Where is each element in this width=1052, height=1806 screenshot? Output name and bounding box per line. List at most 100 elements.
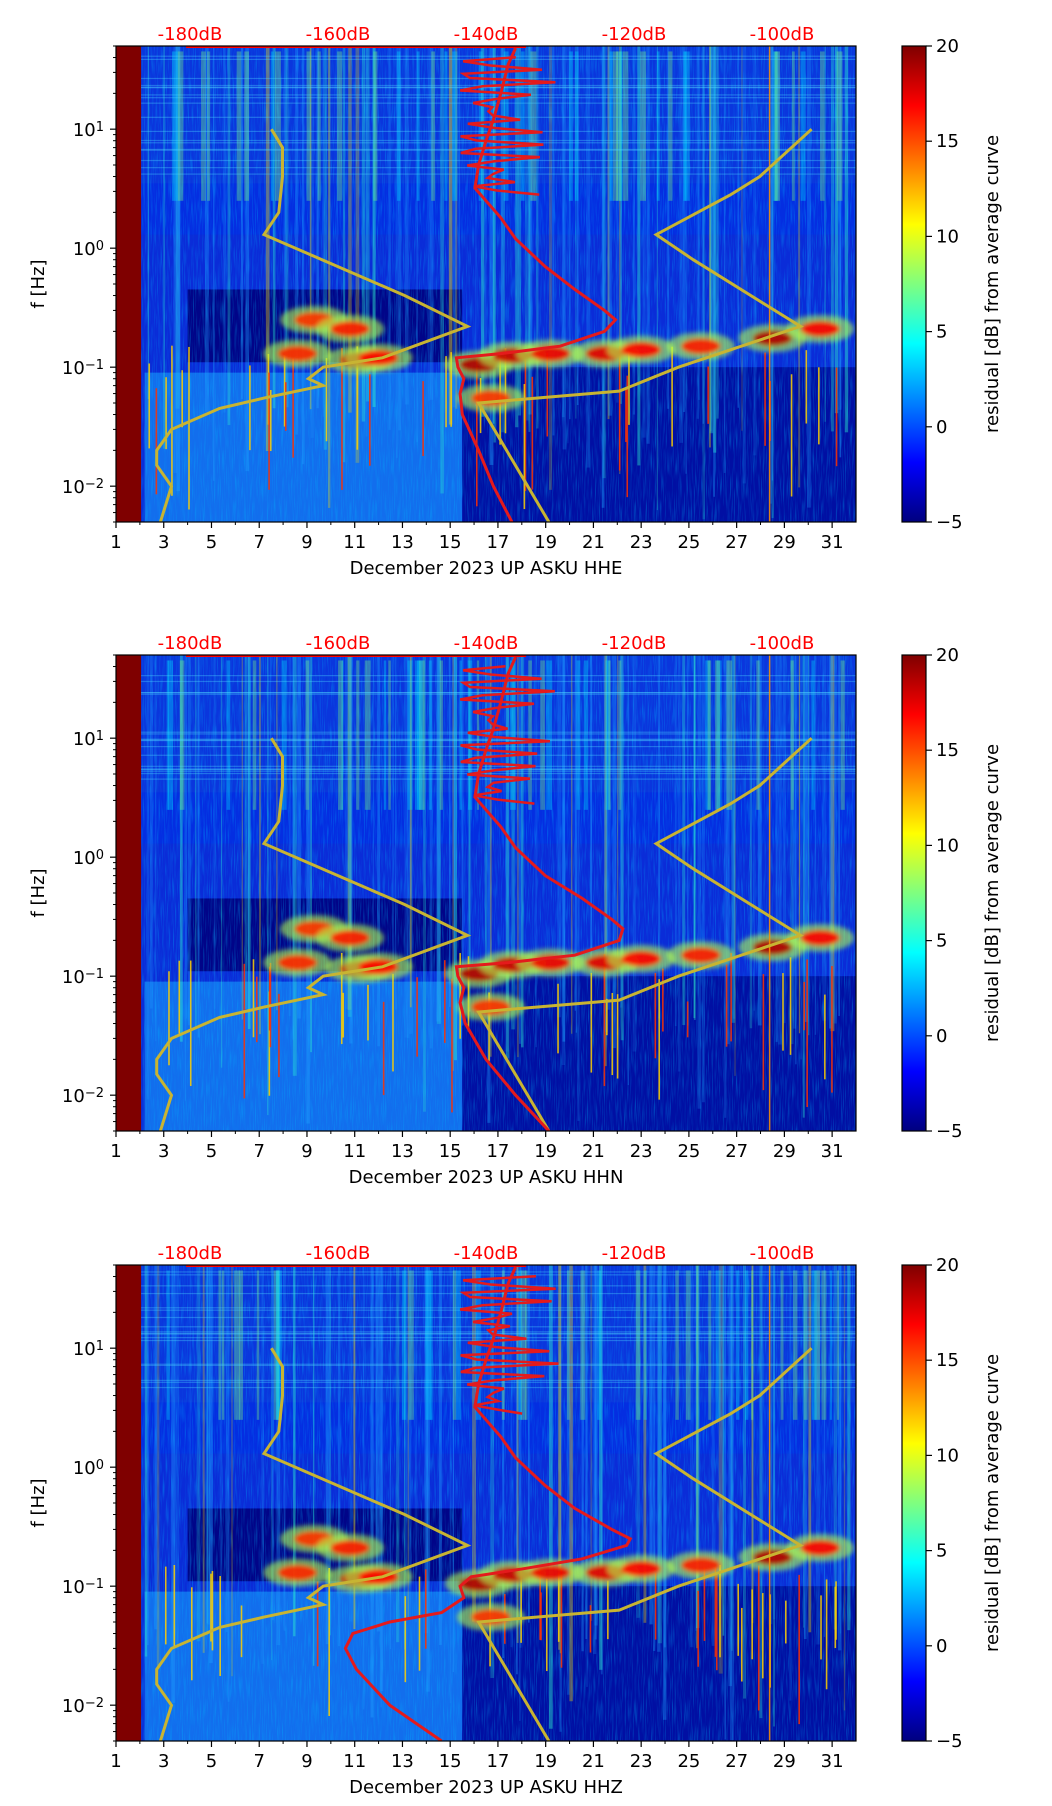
event-stripe — [295, 46, 299, 435]
event-stripe — [292, 655, 297, 1076]
event-stripe — [834, 46, 839, 414]
event-stripe — [240, 46, 243, 400]
transient-spike — [782, 973, 784, 1051]
hf-stripe — [444, 51, 448, 201]
x-axis-label: December 2023 UP ASKU HHE — [350, 558, 623, 579]
transient-spike — [451, 978, 453, 1113]
event-stripe — [795, 655, 797, 1065]
event-stripe — [757, 655, 762, 1026]
x-tick-label: 25 — [677, 1751, 700, 1772]
hf-stripe — [821, 1270, 827, 1420]
x-tick-label: 15 — [439, 532, 462, 553]
event-stripe — [568, 46, 571, 420]
event-stripe — [493, 46, 496, 443]
event-stripe — [718, 1265, 723, 1674]
event-stripe — [297, 655, 301, 1019]
event-stripe — [770, 46, 773, 504]
event-stripe — [574, 655, 576, 1011]
event-stripe — [247, 655, 250, 1028]
hf-stripe — [388, 660, 391, 810]
event-stripe — [154, 1265, 158, 1630]
colorbar-gradient — [901, 654, 927, 1132]
event-stripe — [759, 1265, 763, 1719]
event-stripe — [558, 1265, 560, 1650]
hf-stripe — [520, 1270, 526, 1420]
event-stripe — [370, 1265, 374, 1718]
event-stripe — [409, 655, 413, 1034]
event-stripe — [506, 655, 510, 1059]
event-stripe — [293, 1265, 296, 1637]
hf-stripe — [407, 660, 413, 810]
hf-stripe — [622, 51, 629, 201]
transient-spike — [658, 979, 660, 1100]
colorbar-tick-label: 5 — [936, 322, 947, 343]
transient-spike — [181, 370, 183, 428]
event-stripe — [184, 655, 186, 1101]
hf-line — [116, 772, 856, 775]
hf-stripe — [455, 1270, 461, 1420]
panel-hhz: 1 3 5 7 9 11 13 15 17 19 21 23 25 27 29 3110−210−110010… — [28, 1243, 857, 1798]
transient-spike — [560, 1568, 563, 1668]
transient-spike — [488, 992, 490, 1061]
x-tick-label: 27 — [725, 1141, 748, 1162]
event-stripe — [197, 655, 200, 1038]
hf-line — [116, 731, 856, 733]
hf-line — [116, 1285, 856, 1287]
event-stripe — [566, 1265, 570, 1695]
event-stripe — [427, 46, 430, 401]
db-axis-label: -140dB — [454, 1243, 519, 1264]
event-stripe — [213, 655, 216, 1009]
event-stripe — [685, 46, 687, 474]
blob-core — [470, 1609, 511, 1626]
transient-spike — [148, 363, 151, 449]
x-tick-label: 3 — [158, 1141, 169, 1162]
hf-stripe — [583, 660, 588, 810]
event-stripe — [453, 655, 456, 1044]
colorbar-hhn: 20 15 10 5 0 −5 residual [dB] from average cur… — [901, 645, 1003, 1142]
event-stripe — [310, 46, 314, 438]
hf-line — [116, 1271, 856, 1273]
hf-line — [116, 1292, 856, 1295]
transient-spike — [188, 346, 190, 510]
event-stripe — [561, 655, 566, 1066]
event-stripe — [561, 46, 565, 418]
event-stripe — [146, 1265, 149, 1646]
hf-stripe — [820, 51, 825, 201]
data-gap-column — [116, 655, 142, 1131]
event-stripe — [702, 46, 706, 520]
transient-spike — [292, 358, 294, 458]
event-stripe — [694, 655, 696, 1020]
event-stripe — [683, 46, 686, 412]
event-stripe — [517, 655, 519, 1058]
hf-stripe — [608, 660, 611, 810]
db-axis-label: -100dB — [750, 24, 815, 45]
event-stripe — [392, 655, 394, 1010]
transient-spike — [467, 956, 470, 1032]
event-stripe — [502, 1265, 505, 1659]
event-stripe — [702, 46, 704, 424]
transient-spike — [725, 964, 728, 1047]
transient-spike — [422, 381, 424, 456]
x-tick-label: 13 — [391, 1751, 414, 1772]
event-stripe — [590, 1265, 593, 1621]
event-stripe — [590, 655, 593, 1015]
colorbar-tick-label: 10 — [936, 835, 959, 856]
event-stripe — [272, 46, 276, 409]
event-stripe — [458, 46, 460, 402]
event-stripe — [429, 655, 433, 1049]
hf-stripe — [452, 51, 458, 201]
colorbar-tick-label: 15 — [936, 1350, 959, 1371]
event-stripe — [800, 655, 803, 1060]
hf-stripe — [218, 1270, 221, 1420]
event-stripe — [405, 1265, 408, 1622]
event-stripe — [147, 46, 150, 399]
transient-spike — [444, 960, 446, 1043]
event-stripe — [409, 655, 412, 1008]
hf-stripe — [640, 51, 646, 201]
event-stripe — [607, 46, 612, 416]
hf-stripe — [414, 660, 421, 810]
hf-stripe — [811, 1270, 817, 1420]
hf-line — [116, 765, 856, 767]
x-tick-label: 9 — [301, 1141, 312, 1162]
